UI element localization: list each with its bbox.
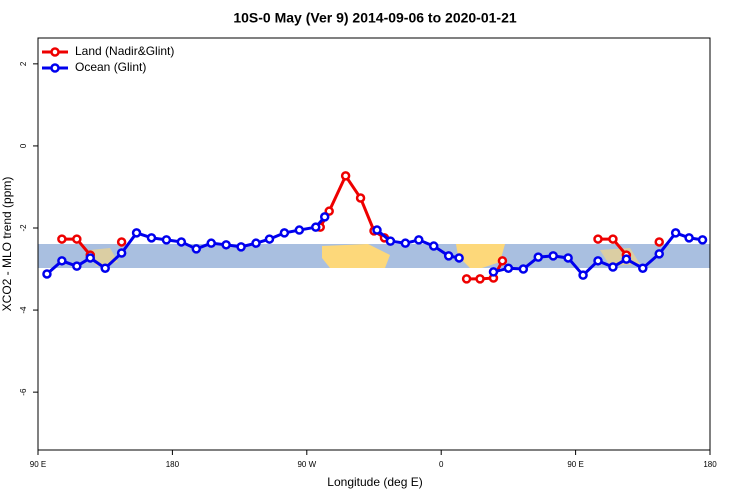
point — [319, 212, 330, 222]
x-tick-label: 180 — [703, 460, 717, 469]
point — [670, 228, 681, 238]
legend-marker — [50, 63, 60, 73]
point — [221, 240, 231, 250]
point — [176, 237, 187, 247]
point — [206, 238, 216, 248]
point — [414, 235, 424, 245]
point — [443, 251, 454, 261]
point — [311, 222, 321, 232]
point — [279, 228, 290, 238]
legend-marker — [50, 47, 60, 57]
x-tick-label: 0 — [439, 460, 444, 469]
point — [578, 270, 588, 280]
point — [236, 242, 246, 252]
point — [324, 206, 334, 216]
point — [116, 237, 127, 247]
point — [454, 253, 464, 263]
map-land — [322, 244, 390, 268]
y-tick-label: 0 — [19, 143, 28, 148]
point — [264, 234, 275, 244]
point — [518, 264, 529, 274]
point — [488, 267, 499, 277]
map-land — [456, 244, 505, 268]
chart-title: 10S-0 May (Ver 9) 2014-09-06 to 2020-01-… — [233, 10, 516, 26]
point — [654, 237, 664, 247]
point — [428, 241, 439, 251]
point — [385, 236, 396, 246]
y-tick-label: -4 — [19, 306, 28, 314]
point — [503, 263, 514, 273]
point — [372, 225, 382, 235]
y-tick-label: 2 — [19, 61, 28, 66]
point — [608, 262, 618, 272]
point — [697, 235, 708, 245]
plot-frame — [37, 37, 711, 451]
legend-label: Ocean (Glint) — [75, 60, 146, 74]
point — [608, 234, 618, 244]
point — [85, 253, 96, 263]
point — [497, 256, 508, 266]
point — [340, 171, 351, 181]
point — [654, 249, 664, 259]
y-tick-label: -6 — [19, 388, 28, 396]
map-band — [38, 244, 710, 268]
x-axis-label: Longitude (deg E) — [327, 475, 422, 489]
point — [475, 274, 485, 284]
point — [593, 234, 603, 244]
point — [638, 263, 648, 273]
x-tick-label: 90 W — [297, 460, 316, 469]
legend-label: Land (Nadir&Glint) — [75, 44, 174, 58]
x-tick-label: 180 — [166, 460, 180, 469]
point — [72, 234, 82, 244]
point — [548, 251, 558, 261]
x-tick-label: 90 E — [567, 460, 583, 469]
point — [191, 244, 202, 254]
point — [461, 274, 472, 284]
y-tick-label: -2 — [19, 224, 28, 232]
point — [621, 254, 632, 264]
point — [146, 233, 157, 243]
point — [294, 225, 305, 235]
point — [42, 269, 52, 279]
point — [251, 238, 261, 248]
point — [131, 228, 142, 238]
point — [533, 252, 544, 262]
point — [400, 238, 411, 248]
x-tick-label: 90 E — [30, 460, 46, 469]
point — [355, 193, 366, 203]
point — [684, 233, 694, 243]
point — [57, 256, 67, 266]
point — [72, 261, 82, 271]
point — [57, 234, 67, 244]
point — [563, 253, 573, 263]
point — [161, 235, 172, 245]
point — [116, 248, 127, 258]
point — [593, 256, 603, 266]
y-axis-label: XCO2 - MLO trend (ppm) — [0, 177, 14, 312]
point — [100, 263, 110, 273]
